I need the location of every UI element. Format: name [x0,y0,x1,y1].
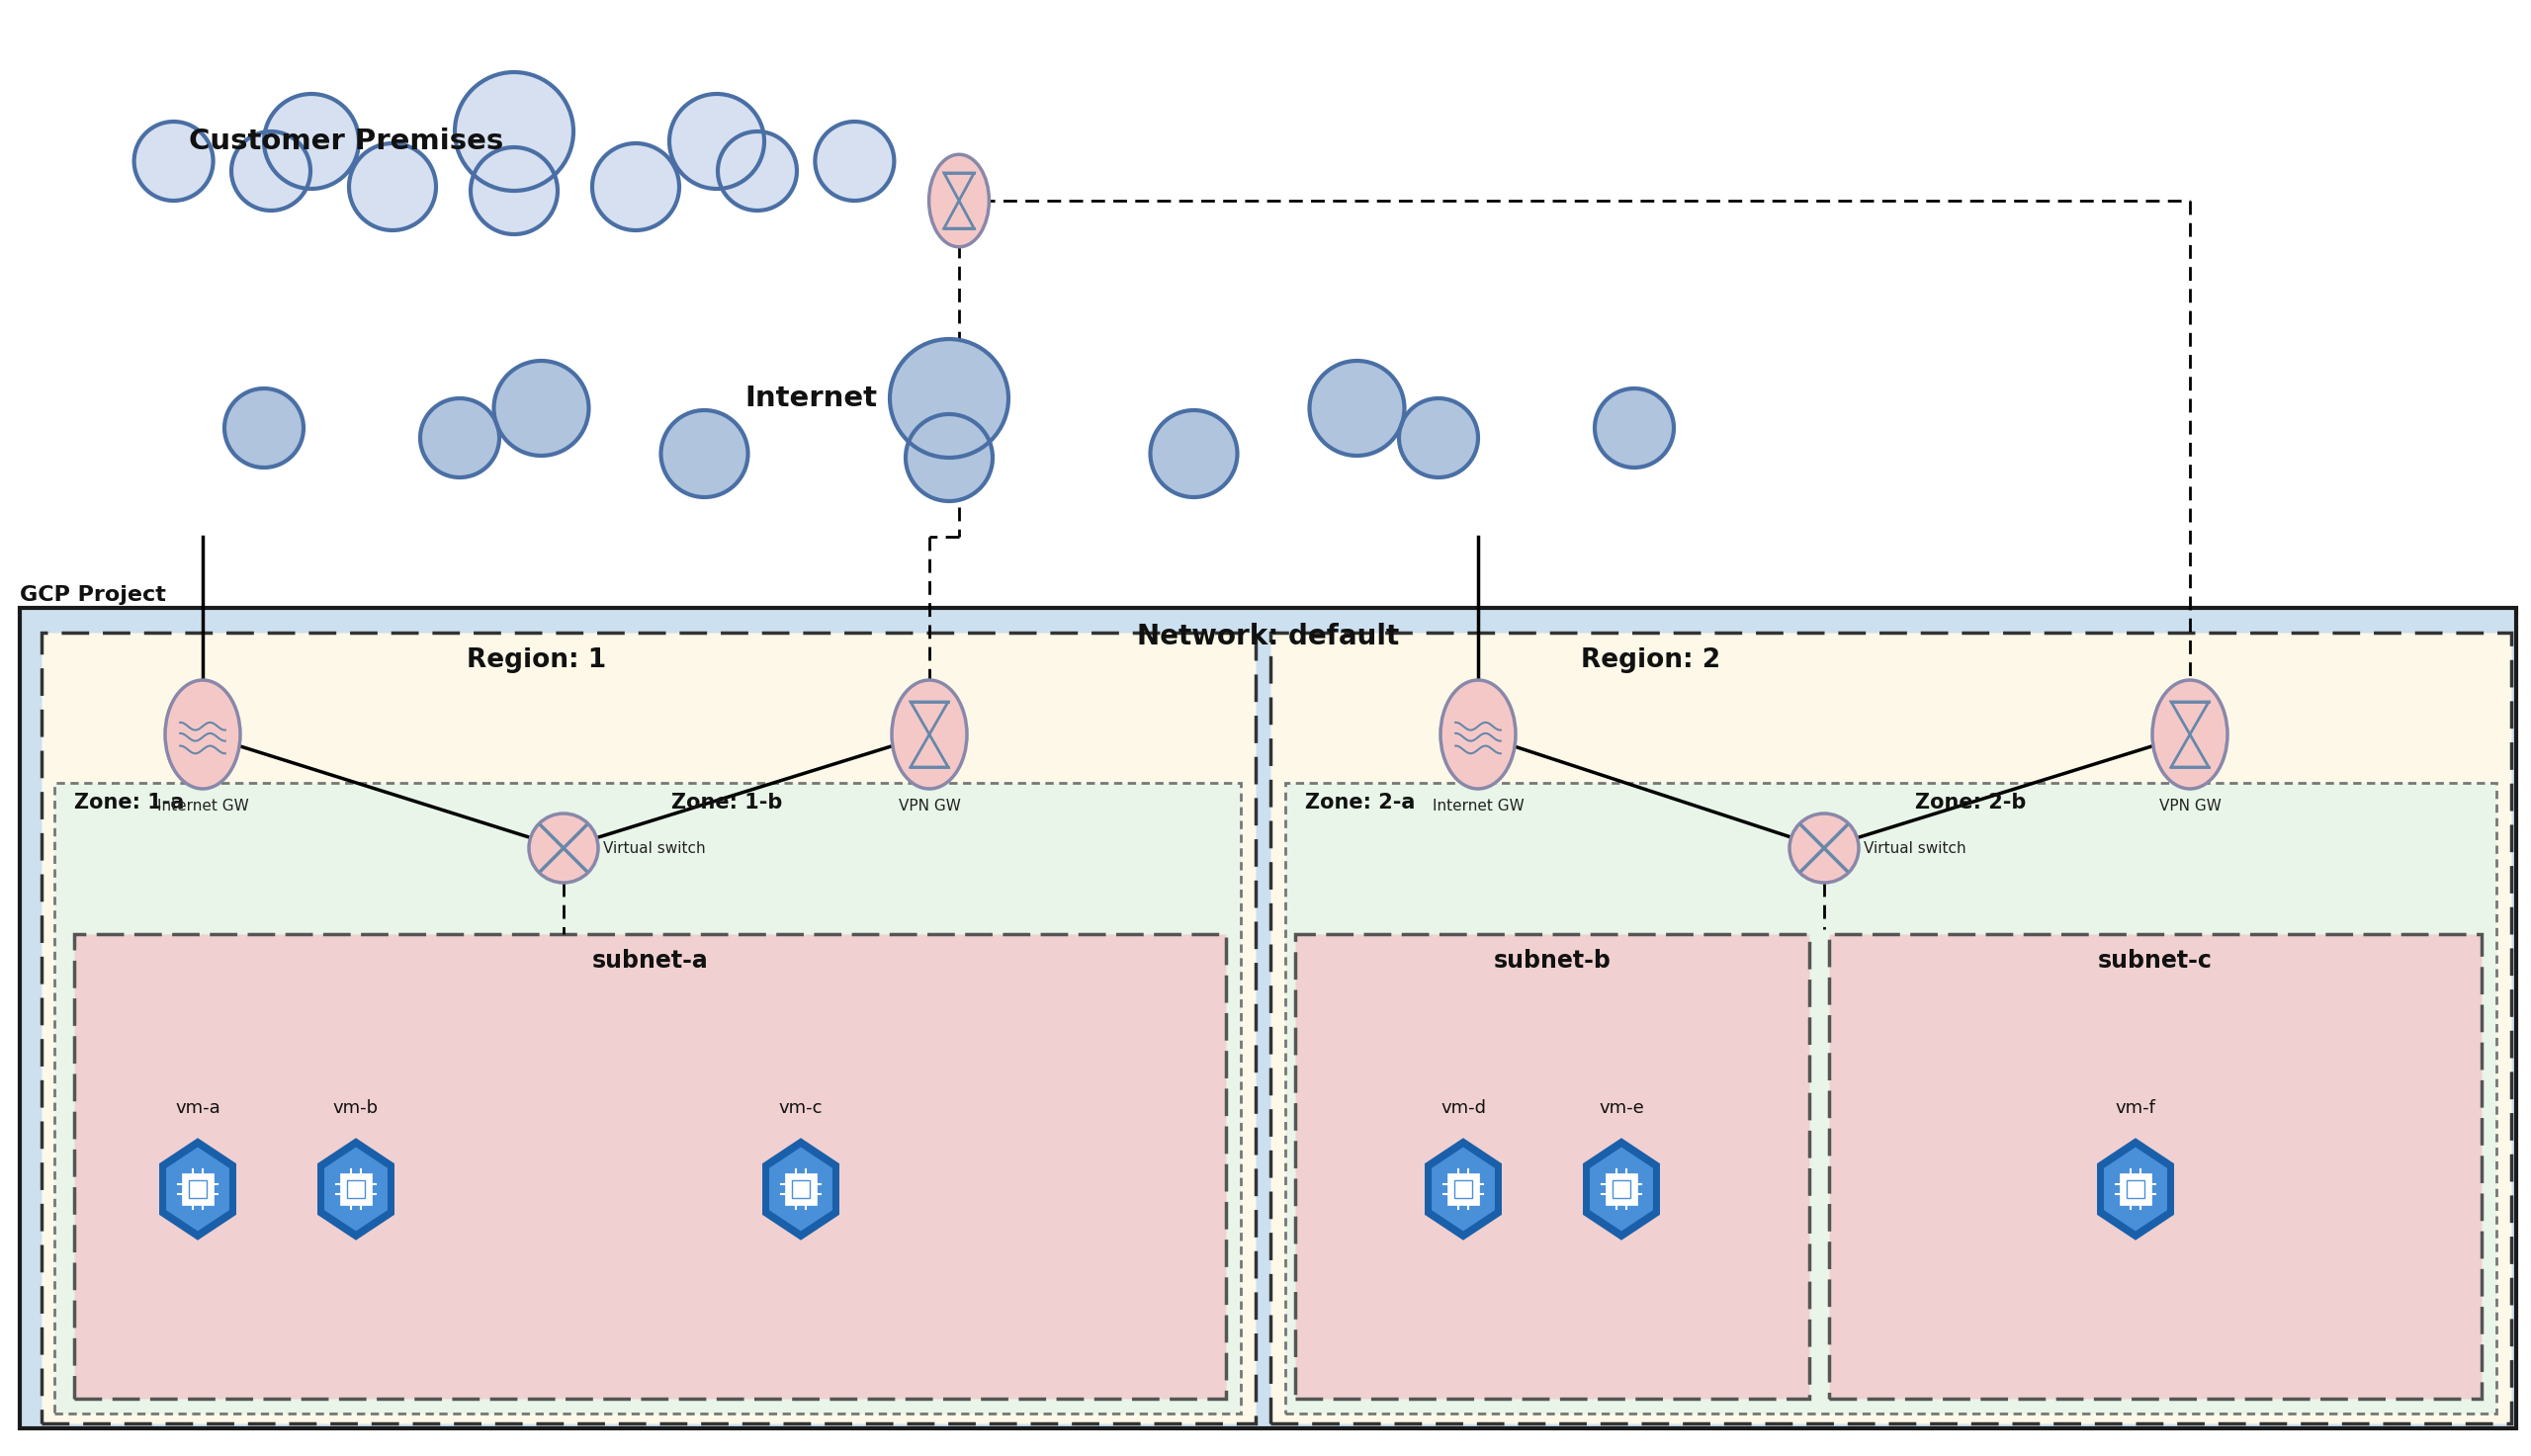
Polygon shape [2098,1139,2174,1241]
Text: Virtual switch: Virtual switch [1863,840,1967,856]
Circle shape [906,414,992,501]
Circle shape [1400,399,1478,478]
Circle shape [456,73,575,191]
Circle shape [661,411,749,496]
Circle shape [225,389,304,467]
Circle shape [1789,814,1858,882]
Text: vm-d: vm-d [1440,1099,1486,1117]
Text: VPN GW: VPN GW [2159,799,2222,814]
Bar [1605,1174,1638,1204]
Bar [1271,632,2511,1424]
Polygon shape [1433,1147,1496,1232]
Polygon shape [762,1139,840,1241]
Text: Region: 1: Region: 1 [466,648,605,673]
Text: Virtual switch: Virtual switch [602,840,706,856]
Circle shape [719,131,797,211]
Text: Internet: Internet [744,384,876,412]
Text: Region: 2: Region: 2 [1582,648,1721,673]
Polygon shape [324,1147,387,1232]
Polygon shape [1589,1147,1653,1232]
Bar [2121,1174,2151,1204]
Bar [40,632,1255,1424]
Circle shape [420,399,499,478]
Polygon shape [159,1139,235,1241]
Ellipse shape [2151,680,2227,789]
Text: Zone: 1-a: Zone: 1-a [73,792,185,812]
Text: Internet GW: Internet GW [157,799,248,814]
Bar [20,609,2516,1428]
Circle shape [230,131,311,211]
Circle shape [815,122,893,201]
Text: Customer Premises: Customer Premises [190,128,504,156]
Circle shape [668,93,764,189]
Circle shape [349,143,435,230]
Ellipse shape [165,680,240,789]
Text: Zone: 2-b: Zone: 2-b [1916,792,2027,812]
Bar [2126,1179,2144,1198]
Circle shape [891,339,1007,457]
Text: GCP Project: GCP Project [20,585,167,604]
Text: Zone: 1-b: Zone: 1-b [671,792,782,812]
Text: Zone: 2-a: Zone: 2-a [1306,792,1415,812]
Bar [1830,935,2480,1399]
Bar [53,783,1240,1414]
Text: vm-c: vm-c [780,1099,823,1117]
Bar [73,935,1225,1399]
Polygon shape [1425,1139,1501,1241]
Bar [785,1174,818,1204]
Bar [1612,1179,1630,1198]
Bar [339,1174,372,1204]
Ellipse shape [929,154,990,248]
Text: Network: default: Network: default [1136,623,1400,651]
Ellipse shape [891,680,967,789]
Circle shape [494,361,590,456]
Polygon shape [316,1139,395,1241]
Bar [182,1174,213,1204]
Polygon shape [1582,1139,1660,1241]
Ellipse shape [1440,680,1516,789]
Circle shape [529,814,597,882]
Bar [1448,1174,1478,1204]
Circle shape [1149,411,1238,496]
Polygon shape [167,1147,230,1232]
Text: VPN GW: VPN GW [899,799,959,814]
Text: vm-f: vm-f [2116,1099,2156,1117]
Text: subnet-c: subnet-c [2098,949,2212,973]
Polygon shape [2103,1147,2167,1232]
Circle shape [134,122,213,201]
Bar [187,1179,208,1198]
Bar [792,1179,810,1198]
Bar [1453,1179,1473,1198]
Text: subnet-a: subnet-a [592,949,709,973]
Polygon shape [769,1147,833,1232]
Bar [1296,935,1810,1399]
Bar [1286,783,2496,1414]
Text: vm-b: vm-b [334,1099,380,1117]
Text: Internet GW: Internet GW [1433,799,1524,814]
Text: vm-e: vm-e [1600,1099,1645,1117]
Circle shape [263,93,359,189]
Circle shape [592,143,678,230]
Circle shape [1309,361,1405,456]
Circle shape [471,147,557,234]
Bar [347,1179,364,1198]
Text: vm-a: vm-a [175,1099,220,1117]
Circle shape [1595,389,1673,467]
Text: subnet-b: subnet-b [1493,949,1610,973]
